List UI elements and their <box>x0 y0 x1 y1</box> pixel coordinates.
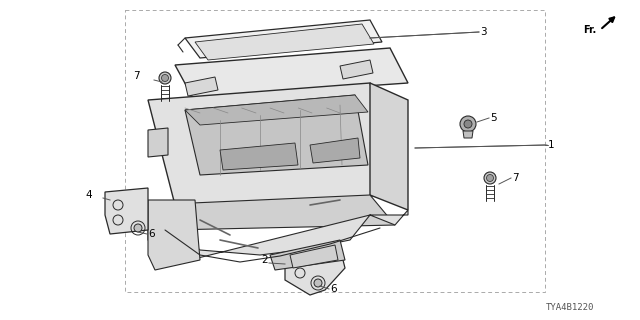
Circle shape <box>464 120 472 128</box>
Polygon shape <box>185 77 218 96</box>
Polygon shape <box>285 248 345 295</box>
Circle shape <box>486 174 493 181</box>
Text: 5: 5 <box>490 113 497 123</box>
Polygon shape <box>148 200 200 270</box>
Text: 3: 3 <box>480 27 486 37</box>
Text: 7: 7 <box>133 71 140 81</box>
Circle shape <box>134 224 142 232</box>
Text: 6: 6 <box>148 229 155 239</box>
Text: 7: 7 <box>512 173 518 183</box>
Circle shape <box>314 279 322 287</box>
Polygon shape <box>463 131 473 138</box>
Text: 2: 2 <box>261 255 268 265</box>
Circle shape <box>159 72 171 84</box>
Polygon shape <box>105 188 148 234</box>
Text: 6: 6 <box>330 284 337 294</box>
Polygon shape <box>290 245 338 268</box>
Polygon shape <box>148 83 395 205</box>
Text: TYA4B1220: TYA4B1220 <box>546 303 594 313</box>
Polygon shape <box>185 20 382 58</box>
Text: Fr.: Fr. <box>584 25 596 35</box>
Polygon shape <box>185 95 368 125</box>
Text: 4: 4 <box>85 190 92 200</box>
Polygon shape <box>370 83 408 210</box>
Polygon shape <box>220 143 298 170</box>
Polygon shape <box>270 240 345 270</box>
Text: 1: 1 <box>548 140 555 150</box>
Circle shape <box>460 116 476 132</box>
Polygon shape <box>185 95 368 175</box>
Polygon shape <box>195 24 374 60</box>
Circle shape <box>484 172 496 184</box>
Polygon shape <box>148 128 168 157</box>
Circle shape <box>161 75 168 82</box>
Polygon shape <box>310 138 360 163</box>
Polygon shape <box>175 48 408 98</box>
Bar <box>125 10 545 292</box>
Polygon shape <box>148 205 408 265</box>
Polygon shape <box>148 195 395 230</box>
Polygon shape <box>340 60 373 79</box>
